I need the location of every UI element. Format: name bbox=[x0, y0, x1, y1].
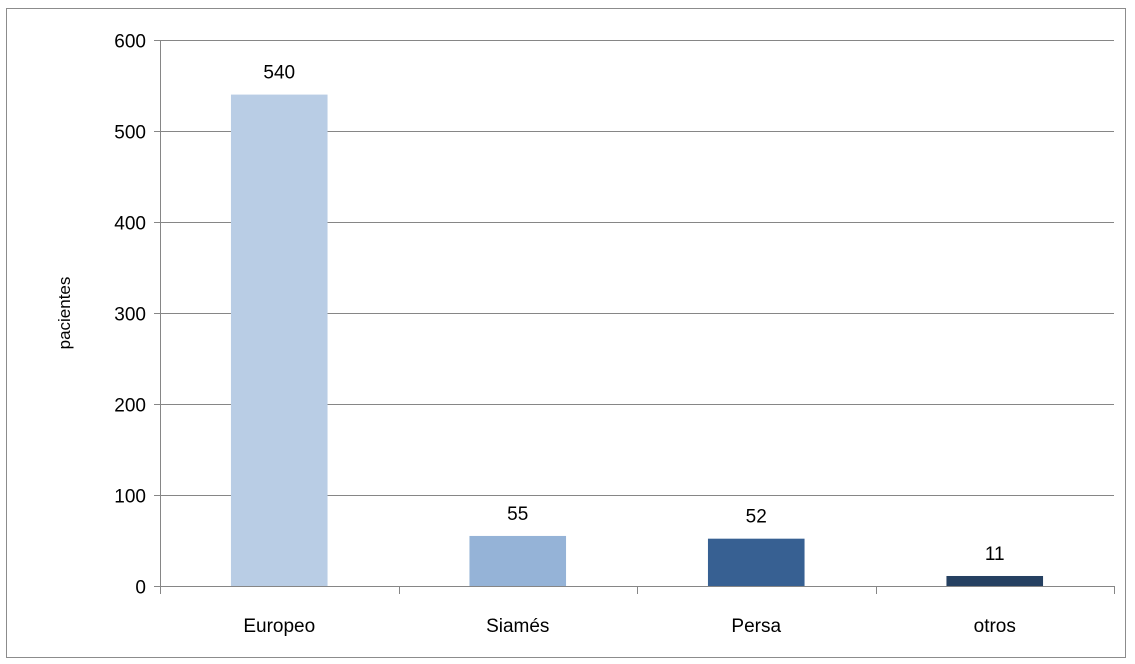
bar bbox=[230, 94, 328, 586]
bar bbox=[946, 575, 1044, 586]
bars bbox=[230, 94, 1044, 586]
data-label: 11 bbox=[985, 544, 1005, 565]
x-tick-label: otros bbox=[974, 616, 1016, 637]
data-label: 52 bbox=[746, 507, 767, 528]
axes bbox=[154, 40, 1115, 594]
data-label: 540 bbox=[263, 63, 295, 84]
y-tick-label: 0 bbox=[135, 578, 146, 599]
y-tick-label: 100 bbox=[114, 487, 146, 508]
y-tick-label: 300 bbox=[114, 305, 146, 326]
y-tick-label: 200 bbox=[114, 396, 146, 417]
labels: 0 100 200 300 400 500 600 540 Europeo 55 Siamés 52 P… bbox=[114, 32, 1016, 638]
y-tick-label: 400 bbox=[114, 214, 146, 235]
y-axis-title: pacientes bbox=[55, 277, 74, 350]
bar bbox=[707, 538, 805, 586]
x-tick-label: Europeo bbox=[243, 616, 315, 637]
y-tick-label: 600 bbox=[114, 32, 146, 53]
x-tick-label: Persa bbox=[731, 616, 781, 637]
x-tick-label: Siamés bbox=[486, 616, 549, 637]
bar bbox=[469, 535, 567, 586]
data-label: 55 bbox=[507, 504, 528, 525]
y-tick-label: 500 bbox=[114, 123, 146, 144]
